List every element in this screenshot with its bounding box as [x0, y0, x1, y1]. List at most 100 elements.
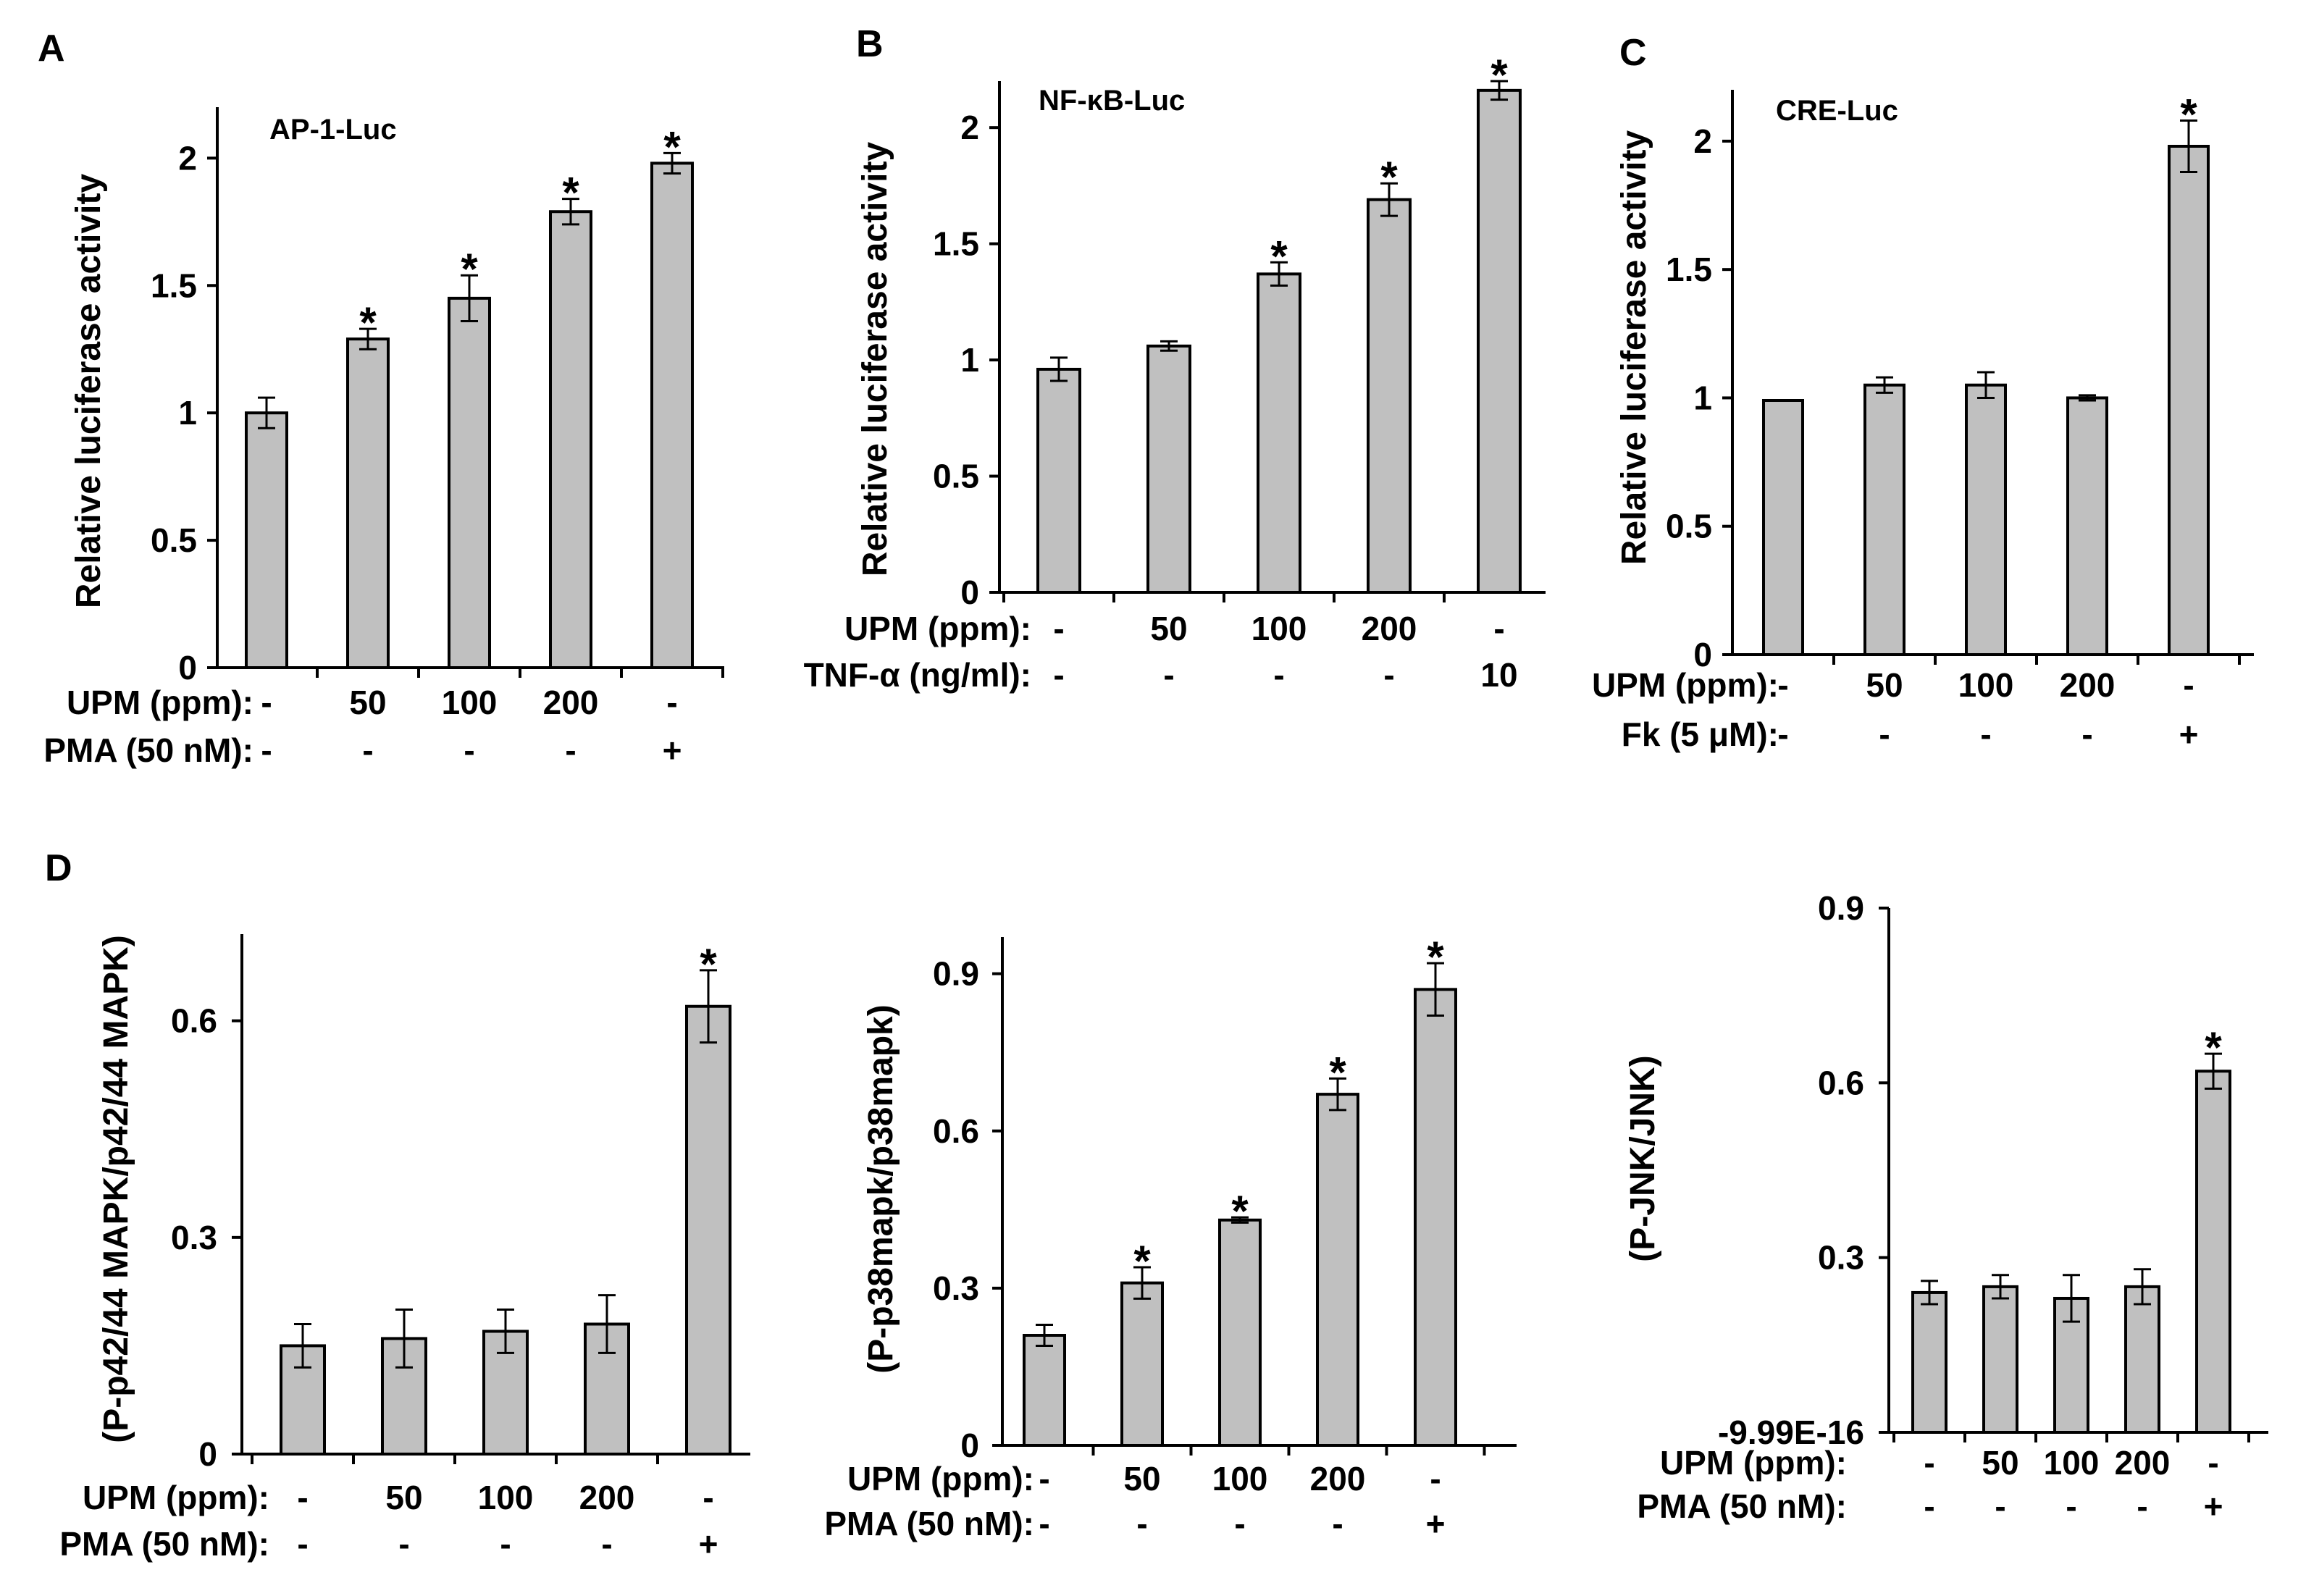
significance-star: *: [1329, 1048, 1346, 1096]
condition-value: -: [1273, 656, 1284, 694]
significance-star: *: [2205, 1023, 2222, 1072]
condition-value: +: [2204, 1487, 2223, 1525]
bar: [1911, 1290, 1947, 1435]
condition-value: -: [2183, 666, 2194, 704]
condition-value: -: [1332, 1505, 1343, 1542]
condition-value: +: [663, 731, 682, 769]
bar: [1257, 272, 1301, 594]
condition-value: -: [1995, 1487, 2005, 1525]
condition-label: PMA (50 nM):: [1637, 1487, 1847, 1525]
significance-star: *: [2180, 91, 2197, 139]
bar: [1146, 344, 1191, 594]
y-axis-label: Relative luciferase activity: [70, 174, 108, 609]
y-tick-label: 0: [1693, 636, 1712, 673]
bar: [1414, 988, 1457, 1447]
condition-value: -: [2208, 1444, 2218, 1482]
y-tick-label: 0: [960, 574, 979, 611]
condition-value: -: [362, 731, 373, 769]
y-tick-label: 0.9: [933, 955, 979, 993]
y-tick-label: 0.6: [1818, 1064, 1864, 1101]
bar: [448, 296, 491, 669]
condition-value: 100: [478, 1479, 534, 1516]
bar: [650, 161, 694, 669]
bar: [2124, 1285, 2160, 1435]
condition-value: 50: [1123, 1460, 1160, 1498]
condition-value: -: [1924, 1487, 1934, 1525]
assay-label: CRE-Luc: [1776, 95, 1898, 127]
y-tick-label: 0.6: [933, 1112, 979, 1150]
condition-value: 50: [1982, 1444, 2018, 1482]
bar: [549, 210, 592, 669]
condition-value: 200: [1310, 1460, 1366, 1498]
condition-value: -: [297, 1525, 308, 1563]
condition-value: 100: [1251, 610, 1307, 647]
condition-value: 50: [385, 1479, 422, 1516]
bar: [1036, 367, 1081, 594]
condition-value: 50: [1150, 610, 1187, 647]
bar: [1863, 383, 1905, 657]
condition-label: UPM (ppm):: [83, 1479, 269, 1516]
condition-value: -: [1777, 666, 1788, 704]
significance-star: *: [1380, 153, 1398, 201]
condition-value: -: [464, 731, 474, 769]
condition-value: -: [1383, 656, 1394, 694]
y-tick-label: 1.5: [1666, 251, 1712, 288]
condition-value: 100: [2044, 1444, 2100, 1482]
condition-value: +: [699, 1525, 718, 1563]
bar: [1120, 1281, 1164, 1448]
bar: [2195, 1070, 2231, 1434]
condition-label: UPM (ppm):: [844, 610, 1031, 647]
y-axis-label: Relative luciferase activity: [1615, 130, 1653, 566]
condition-value: 100: [1958, 666, 2014, 704]
condition-value: +: [1426, 1505, 1446, 1542]
y-tick-label: 1.5: [933, 225, 979, 263]
condition-value: 200: [543, 684, 599, 721]
condition-value: -: [1430, 1460, 1441, 1498]
significance-star: *: [461, 245, 478, 293]
y-tick-label: 0: [960, 1427, 979, 1464]
y-tick-label: 0.5: [151, 521, 197, 559]
condition-value: -: [1924, 1444, 1934, 1482]
significance-star: *: [663, 122, 681, 171]
condition-value: -: [1136, 1505, 1147, 1542]
bar: [2066, 396, 2108, 656]
y-tick-label: -9.99E-16: [1718, 1414, 1864, 1451]
condition-value: -: [1980, 715, 1991, 753]
significance-star: *: [562, 169, 579, 217]
condition-value: -: [1234, 1505, 1245, 1542]
condition-label: UPM (ppm):: [1592, 666, 1779, 704]
condition-value: 100: [442, 684, 498, 721]
bar: [2168, 145, 2210, 656]
significance-star: *: [359, 298, 377, 347]
significance-star: *: [1231, 1187, 1249, 1235]
bar: [1023, 1334, 1066, 1448]
panel-letter: A: [38, 28, 65, 70]
bar: [1762, 399, 1804, 656]
bar: [1367, 198, 1412, 594]
condition-label: UPM (ppm):: [67, 684, 253, 721]
bar: [1218, 1218, 1262, 1447]
condition-value: -: [1777, 715, 1788, 753]
y-axis-label: Relative luciferase activity: [856, 142, 894, 577]
y-tick-label: 0.6: [171, 1002, 217, 1040]
y-tick-label: 0.3: [1818, 1239, 1864, 1277]
y-tick-label: 1.5: [151, 266, 197, 304]
condition-value: -: [666, 684, 677, 721]
y-tick-label: 0: [178, 649, 197, 686]
y-tick-label: 2: [178, 139, 197, 177]
y-axis-label: (P-JNK/JNK): [1624, 1055, 1662, 1261]
condition-value: -: [601, 1525, 612, 1563]
condition-label: PMA (50 nM):: [824, 1505, 1034, 1542]
condition-value: 200: [2060, 666, 2116, 704]
panel-letter: C: [1619, 32, 1647, 74]
y-tick-label: 0.3: [171, 1219, 217, 1256]
condition-value: -: [261, 731, 272, 769]
condition-value: 200: [1362, 610, 1417, 647]
y-axis-label: (P-p38mapk/p38mapk): [862, 1004, 900, 1374]
condition-label: PMA (50 nM):: [43, 731, 253, 769]
y-tick-label: 1: [1693, 379, 1712, 416]
significance-star: *: [1490, 51, 1508, 99]
condition-value: -: [500, 1525, 511, 1563]
condition-value: -: [261, 684, 272, 721]
